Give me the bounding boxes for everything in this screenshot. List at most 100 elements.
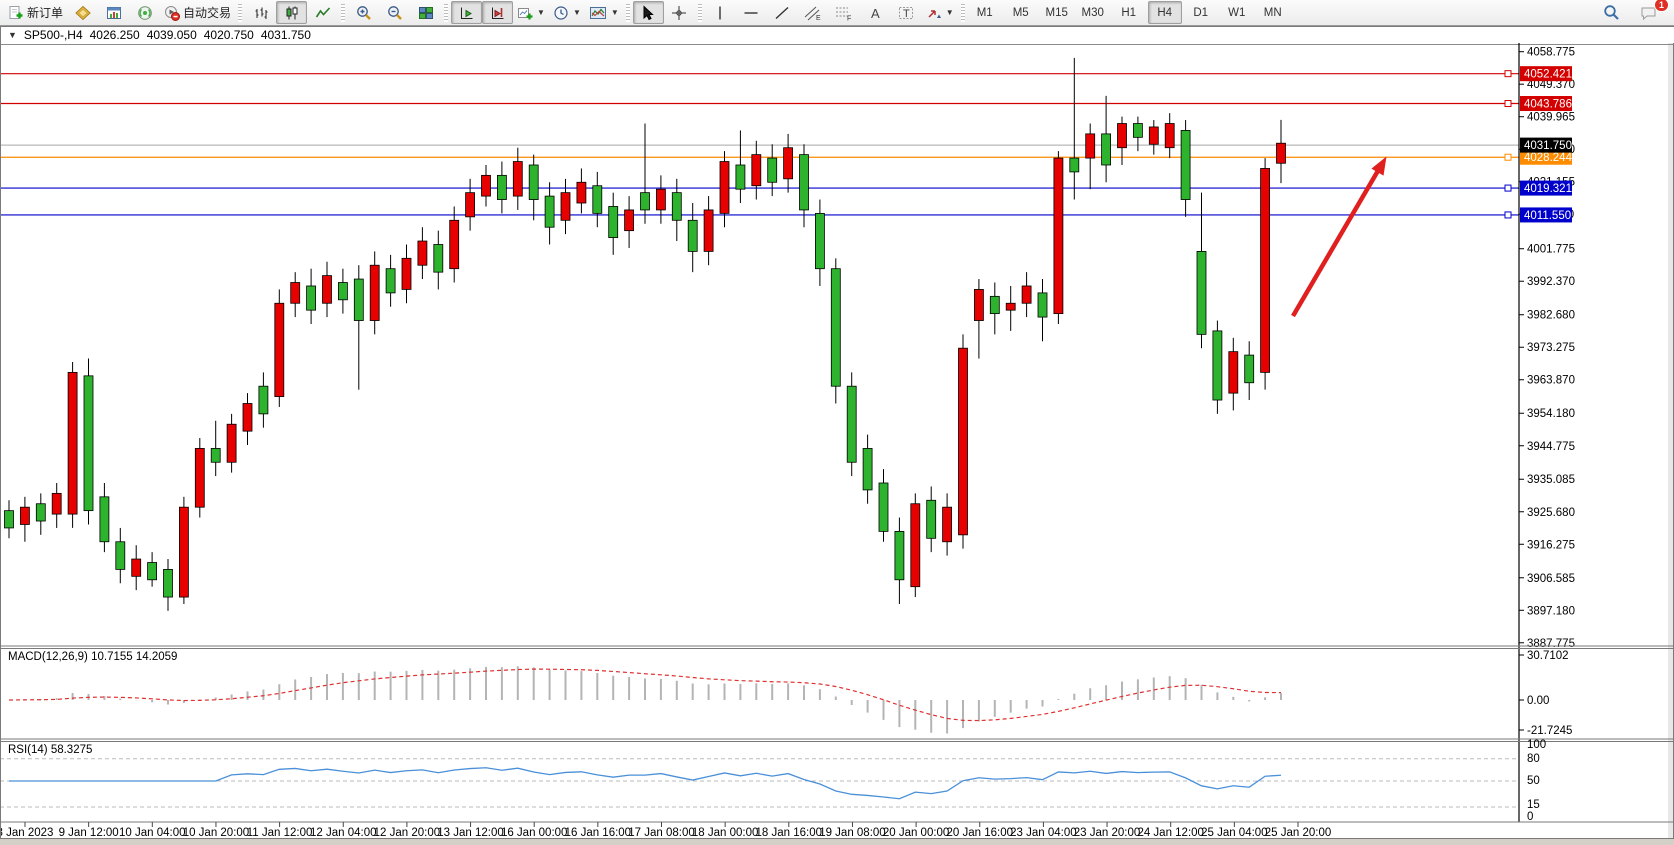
period-button[interactable]: ▼ <box>549 1 585 24</box>
zoom-out-button[interactable] <box>379 1 410 24</box>
price-tick-label: 3963.870 <box>1527 375 1575 387</box>
price-tick-label: 3897.180 <box>1527 605 1575 617</box>
label-icon: T <box>899 6 914 20</box>
candle-body <box>353 278 364 321</box>
level-price-badge-bg <box>1520 149 1572 165</box>
time-tick-label: 20 Jan 16:00 <box>946 827 1013 839</box>
chart-shift-button[interactable] <box>482 1 514 24</box>
timeframe-h1[interactable]: H1 <box>1121 6 1137 19</box>
candle-body <box>751 154 762 187</box>
time-tick-label: 13 Jan 12:00 <box>437 827 504 839</box>
line-end-marker <box>1504 100 1512 108</box>
timeframe-mn[interactable]: MN <box>1263 6 1282 19</box>
time-tick-label: 25 Jan 20:00 <box>1265 827 1332 839</box>
trendline-button[interactable] <box>767 1 798 24</box>
candle-body <box>767 157 778 183</box>
tile-windows-icon <box>418 6 433 19</box>
right-edge-strip <box>1668 27 1674 838</box>
fibonacci-button[interactable]: F <box>829 1 860 24</box>
candle-body <box>1244 354 1255 384</box>
candle-body <box>115 541 126 570</box>
candle-body <box>401 257 412 290</box>
zoom-in-icon <box>356 5 371 20</box>
auto-trading-button[interactable]: 自动交易 <box>160 1 235 24</box>
timeframe-m1[interactable]: M1 <box>976 6 993 19</box>
vertical-line-button[interactable] <box>705 1 736 24</box>
price-tick-label: 3982.680 <box>1527 310 1575 322</box>
level-price-badge-bg <box>1520 96 1572 112</box>
price-tick-label: 3887.775 <box>1527 638 1575 650</box>
candle-body <box>735 164 746 190</box>
hline-icon <box>744 11 758 14</box>
new-order-button[interactable]: 新订单 <box>4 1 67 24</box>
candle-body <box>258 385 269 415</box>
auto-scroll-button[interactable] <box>451 1 483 24</box>
trend-arrow[interactable] <box>1291 167 1381 318</box>
candle-body <box>385 268 396 294</box>
candle-body <box>465 192 476 218</box>
search-icon <box>1604 5 1619 20</box>
timeframe-w1[interactable]: W1 <box>1228 6 1246 19</box>
tile-windows-button[interactable] <box>410 1 441 24</box>
line-chart-button[interactable] <box>307 1 338 24</box>
text-button[interactable]: A <box>860 1 891 24</box>
timeframe-m5[interactable]: M5 <box>1012 6 1029 19</box>
candle-body <box>1276 142 1286 164</box>
time-tick-label: 8 Jan 2023 <box>0 827 53 839</box>
signals-button[interactable] <box>129 1 160 24</box>
trendline-icon <box>775 6 789 19</box>
candlestick-chart-button[interactable] <box>276 1 308 24</box>
candle-body <box>290 282 301 304</box>
template-icon <box>589 6 606 19</box>
time-tick-label: 18 Jan 16:00 <box>756 827 823 839</box>
horizontal-line-button[interactable] <box>736 1 767 24</box>
candle-body <box>163 569 173 598</box>
toolbar: 新订单 <box>0 0 1674 26</box>
candle-body <box>322 275 332 304</box>
signals-icon <box>137 5 152 20</box>
chart-background <box>0 26 1674 845</box>
candle-body <box>830 268 841 387</box>
candle-body <box>1005 302 1016 311</box>
price-tick-label: 3916.275 <box>1527 539 1575 551</box>
time-tick-label: 24 Jan 12:00 <box>1137 827 1204 839</box>
timeframe-d1[interactable]: D1 <box>1193 6 1209 19</box>
add-indicator-button[interactable]: ▼ <box>513 1 549 24</box>
price-tick-label: 4039.965 <box>1527 112 1575 124</box>
macd-axis-label: -21.7245 <box>1527 725 1572 737</box>
candle-body <box>608 206 619 238</box>
template-button[interactable]: ▼ <box>585 1 623 24</box>
time-tick-label: 23 Jan 04:00 <box>1010 827 1077 839</box>
arrows-shapes-button[interactable]: ▼ <box>922 1 958 24</box>
candle-body <box>942 506 952 543</box>
bar-chart-button[interactable] <box>245 1 276 24</box>
candle-body <box>1180 130 1191 200</box>
timeframe-m15[interactable]: M15 <box>1045 6 1068 19</box>
text-label-button[interactable]: T <box>891 1 922 24</box>
trend-arrow-head[interactable] <box>1371 156 1387 176</box>
timeframe-m30[interactable]: M30 <box>1081 6 1104 19</box>
chart-window-button[interactable] <box>98 1 129 24</box>
candle-body <box>1021 285 1032 304</box>
timeframe-h4[interactable]: H4 <box>1147 1 1182 24</box>
zoom-in-button[interactable] <box>348 1 379 24</box>
symbols-button[interactable] <box>67 1 98 24</box>
cursor-icon <box>643 4 655 20</box>
candle-body <box>449 219 460 270</box>
cursor-button[interactable] <box>632 1 664 24</box>
crosshair-icon <box>672 5 687 20</box>
level-price-badge: 4028.244 <box>1524 152 1573 164</box>
clock-icon <box>554 5 568 20</box>
equidistant-channel-button[interactable]: E <box>798 1 829 24</box>
candle-body <box>910 503 921 588</box>
chart-collapse-icon[interactable]: ▼ <box>8 30 17 40</box>
price-tick-label: 3944.775 <box>1527 441 1575 453</box>
notifications-button[interactable]: 1 <box>1633 0 1669 24</box>
crosshair-button[interactable] <box>664 1 695 24</box>
candle-body <box>974 289 984 321</box>
text-icon: A <box>871 6 880 21</box>
ohlc-high: 4039.050 <box>146 28 197 42</box>
search-button[interactable] <box>1596 1 1627 24</box>
